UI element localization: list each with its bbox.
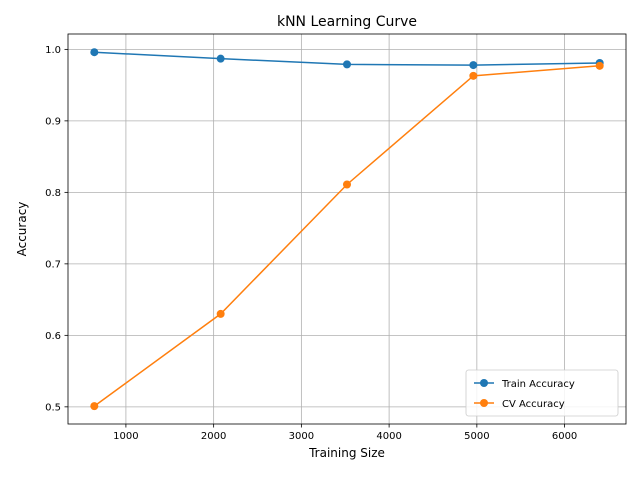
x-tick-label: 4000 [376, 431, 401, 442]
y-tick-label: 0.7 [45, 259, 61, 270]
x-axis-label: Training Size [308, 446, 385, 460]
x-tick-label: 6000 [552, 431, 577, 442]
y-tick-label: 0.6 [45, 331, 61, 342]
legend-box [465, 369, 619, 417]
y-axis-label: Accuracy [15, 202, 29, 257]
series-layer [90, 48, 604, 411]
train-accuracy-point [90, 48, 99, 57]
cv-accuracy-point [216, 309, 225, 318]
x-tick-label: 3000 [289, 431, 314, 442]
y-tick-label: 0.9 [45, 116, 61, 127]
plot-frame [67, 33, 627, 425]
legend-marker-train-accuracy [480, 379, 488, 387]
cv-accuracy-point [595, 61, 604, 70]
train-accuracy-point [343, 60, 351, 69]
legend-label-cv-accuracy: CV Accuracy [502, 399, 565, 410]
cv-accuracy-point [343, 180, 351, 189]
chart-title: kNN Learning Curve [277, 14, 417, 30]
grid [68, 34, 626, 424]
cv-accuracy-point [469, 71, 478, 80]
legend: Train Accuracy CV Accuracy [465, 369, 619, 417]
train-accuracy-point [216, 54, 225, 63]
y-tick-label: 0.8 [45, 188, 61, 199]
x-tick-label: 2000 [201, 431, 226, 442]
legend-label-train-accuracy: Train Accuracy [501, 379, 575, 390]
x-tick-label: 1000 [113, 431, 138, 442]
legend-marker-cv-accuracy [480, 399, 488, 407]
train-accuracy-point [469, 61, 478, 70]
cv-accuracy-point [90, 402, 99, 411]
y-tick-label: 0.5 [45, 402, 61, 413]
axis-ticks: 1000 2000 3000 4000 5000 6000 0.5 0.6 0.7 0.8 0.9 1… [45, 45, 577, 442]
x-tick-label: 5000 [464, 431, 489, 442]
y-tick-label: 1.0 [45, 45, 61, 56]
